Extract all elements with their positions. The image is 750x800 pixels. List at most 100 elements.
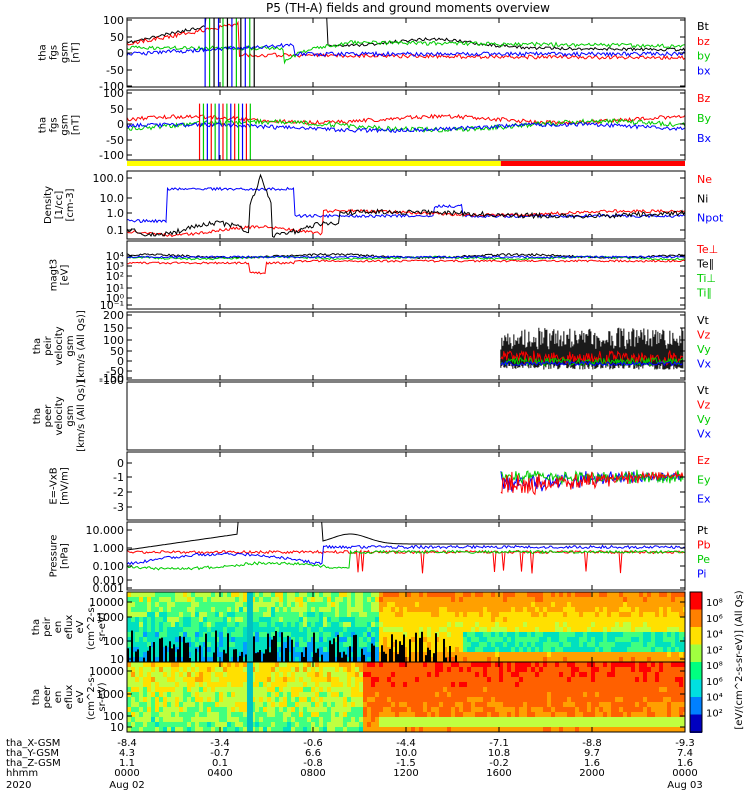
heatmap-cell bbox=[555, 602, 559, 607]
heatmap-cell bbox=[635, 607, 639, 612]
heatmap-cell bbox=[235, 687, 239, 692]
heatmap-cell bbox=[379, 707, 383, 712]
heatmap-cell bbox=[127, 632, 131, 637]
heatmap-cell bbox=[127, 662, 131, 667]
heatmap-cell bbox=[451, 722, 455, 727]
heatmap-cell bbox=[583, 712, 587, 717]
heatmap-cell bbox=[299, 722, 303, 727]
heatmap-cell bbox=[231, 682, 235, 687]
heatmap-cell bbox=[339, 647, 343, 652]
heatmap-cell bbox=[491, 627, 495, 632]
heatmap-cell bbox=[395, 677, 399, 682]
heatmap-cell bbox=[427, 727, 431, 732]
heatmap-cell bbox=[471, 622, 475, 627]
heatmap-cell bbox=[231, 717, 235, 722]
y-axis-label: tha bbox=[31, 689, 42, 705]
heatmap-cell bbox=[611, 657, 615, 662]
heatmap-cell bbox=[355, 677, 359, 682]
heatmap-cell bbox=[503, 677, 507, 682]
heatmap-cell bbox=[607, 607, 611, 612]
heatmap-cell bbox=[335, 712, 339, 717]
series-Vz bbox=[500, 349, 684, 366]
series-Ni bbox=[127, 173, 685, 238]
heatmap-cell bbox=[615, 687, 619, 692]
heatmap-cell bbox=[651, 667, 655, 672]
heatmap-cell bbox=[407, 667, 411, 672]
heatmap-cell bbox=[403, 682, 407, 687]
heatmap-cell bbox=[259, 697, 263, 702]
heatmap-cell bbox=[143, 632, 147, 637]
heatmap-cell bbox=[599, 607, 603, 612]
heatmap-cell bbox=[567, 712, 571, 717]
heatmap-cell bbox=[607, 657, 611, 662]
heatmap-cell bbox=[599, 592, 603, 597]
x-value-y: -0.7 bbox=[210, 748, 230, 759]
heatmap-cell bbox=[443, 727, 447, 732]
heatmap-cell bbox=[635, 682, 639, 687]
heatmap-mask bbox=[165, 645, 167, 662]
heatmap-cell bbox=[215, 592, 219, 597]
heatmap-cell bbox=[179, 687, 183, 692]
heatmap-cell bbox=[335, 662, 339, 667]
heatmap-cell bbox=[467, 697, 471, 702]
heatmap-cell bbox=[303, 612, 307, 617]
heatmap-cell bbox=[191, 652, 195, 657]
heatmap-cell bbox=[187, 702, 191, 707]
heatmap-cell bbox=[663, 602, 667, 607]
heatmap-cell bbox=[235, 707, 239, 712]
heatmap-cell bbox=[515, 662, 519, 667]
heatmap-cell bbox=[355, 682, 359, 687]
heatmap-cell bbox=[223, 627, 227, 632]
heatmap-cell bbox=[287, 597, 291, 602]
panel-frame bbox=[126, 17, 686, 88]
heatmap-cell bbox=[423, 612, 427, 617]
heatmap-cell bbox=[187, 632, 191, 637]
heatmap-cell bbox=[343, 712, 347, 717]
heatmap-cell bbox=[235, 727, 239, 732]
heatmap-cell bbox=[643, 627, 647, 632]
heatmap-cell bbox=[587, 592, 591, 597]
heatmap-cell bbox=[643, 727, 647, 732]
heatmap-cell bbox=[315, 687, 319, 692]
heatmap-cell bbox=[311, 612, 315, 617]
heatmap-cell bbox=[143, 727, 147, 732]
heatmap-cell bbox=[207, 642, 211, 647]
y-axis-label: fgs bbox=[49, 45, 60, 60]
heatmap-cell bbox=[179, 677, 183, 682]
heatmap-cell bbox=[387, 672, 391, 677]
heatmap-cell bbox=[371, 627, 375, 632]
heatmap-cell bbox=[383, 612, 387, 617]
heatmap-cell bbox=[303, 717, 307, 722]
heatmap-cell bbox=[359, 622, 363, 627]
heatmap-cell bbox=[387, 617, 391, 622]
heatmap-cell bbox=[291, 717, 295, 722]
heatmap-cell bbox=[583, 637, 587, 642]
heatmap-cell bbox=[567, 702, 571, 707]
heatmap-cell bbox=[459, 627, 463, 632]
y-axis-label: gsm bbox=[60, 42, 71, 63]
legend-Ez: Ez bbox=[697, 454, 710, 467]
heatmap-cell bbox=[235, 692, 239, 697]
heatmap-cell bbox=[523, 692, 527, 697]
y-axis-label: magt3 bbox=[49, 259, 60, 292]
heatmap-cell bbox=[203, 627, 207, 632]
heatmap-cell bbox=[287, 677, 291, 682]
heatmap-cell bbox=[647, 707, 651, 712]
heatmap-cell bbox=[327, 707, 331, 712]
heatmap-cell bbox=[579, 722, 583, 727]
heatmap-cell bbox=[631, 592, 635, 597]
heatmap-cell bbox=[215, 612, 219, 617]
legend-Vt: Vt bbox=[697, 384, 710, 397]
heatmap-cell bbox=[139, 712, 143, 717]
heatmap-cell bbox=[419, 592, 423, 597]
heatmap-cell bbox=[435, 692, 439, 697]
heatmap-cell bbox=[479, 687, 483, 692]
heatmap-cell bbox=[239, 667, 243, 672]
heatmap-cell bbox=[643, 612, 647, 617]
heatmap-cell bbox=[303, 622, 307, 627]
heatmap-cell bbox=[291, 672, 295, 677]
heatmap-cell bbox=[603, 642, 607, 647]
heatmap-mask bbox=[225, 653, 227, 662]
heatmap-cell bbox=[499, 592, 503, 597]
heatmap-cell bbox=[583, 727, 587, 732]
